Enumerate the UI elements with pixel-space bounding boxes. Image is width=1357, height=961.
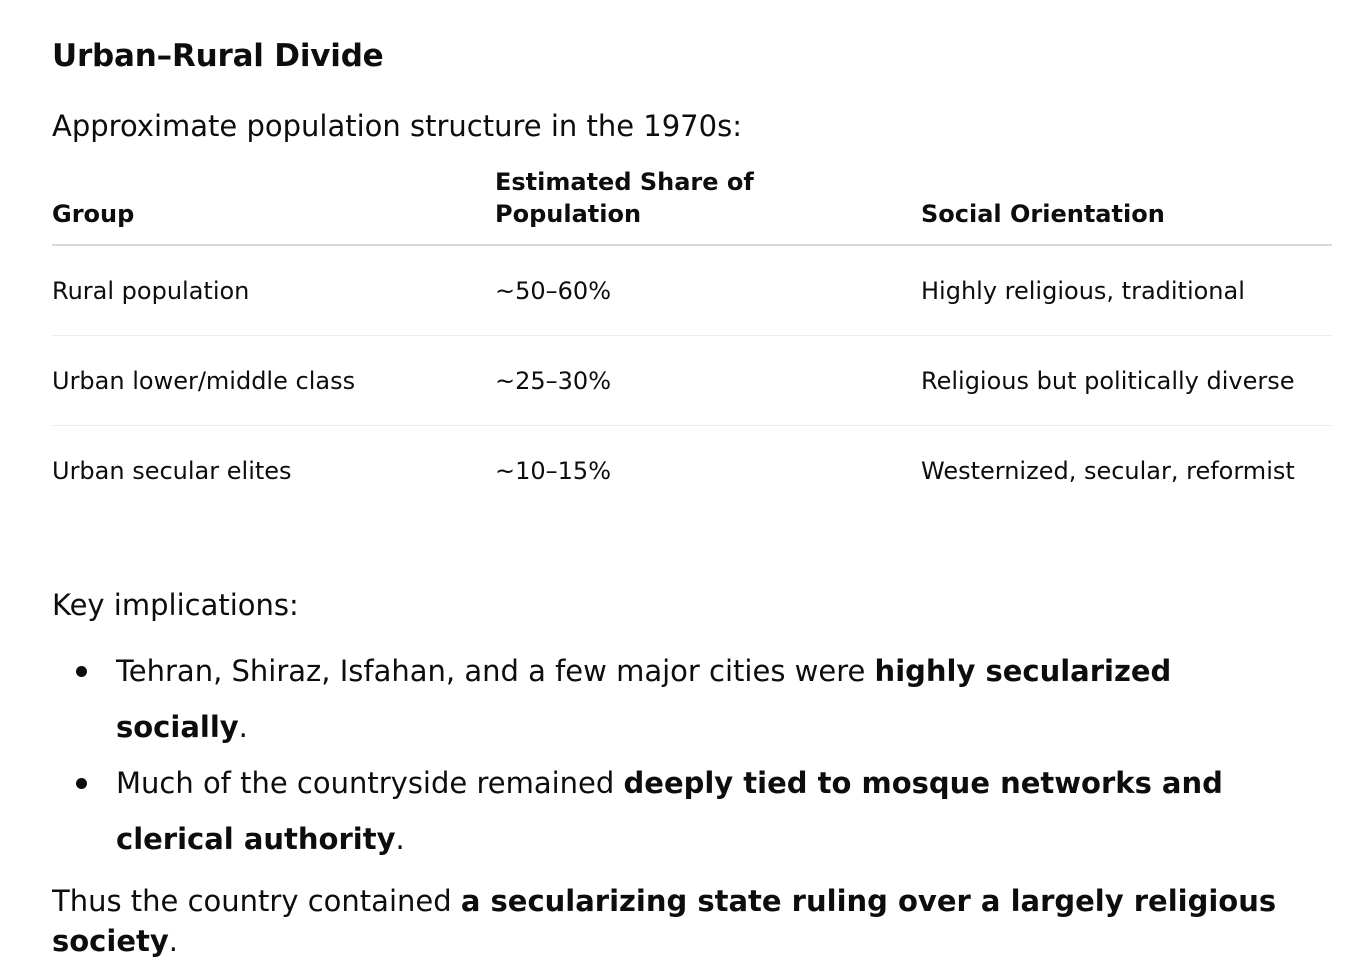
list-item: Much of the countryside remained deeply … bbox=[52, 755, 1276, 867]
table-header-row: Group Estimated Share of Population Soci… bbox=[52, 166, 1332, 246]
cell-group: Urban secular elites bbox=[52, 456, 292, 485]
cell-orientation: Religious but politically diverse bbox=[921, 335, 1332, 426]
cell-group: Rural population bbox=[52, 245, 495, 336]
cell-orientation: Highly religious, traditional bbox=[921, 245, 1332, 336]
column-header-group: Group bbox=[52, 166, 495, 246]
summary-suffix: . bbox=[168, 924, 178, 958]
table-row: Rural population ~50–60% Highly religiou… bbox=[52, 245, 1332, 336]
summary-text: Thus the country contained a secularizin… bbox=[52, 881, 1332, 961]
cell-share: ~10–15% bbox=[495, 456, 611, 485]
table-row: Urban lower/middle class ~25–30% Religio… bbox=[52, 335, 1332, 426]
cell-group: Urban lower/middle class bbox=[52, 335, 495, 426]
cell-share: ~25–30% bbox=[495, 335, 921, 426]
intro-text: Approximate population structure in the … bbox=[52, 109, 742, 143]
section-heading: Urban–Rural Divide bbox=[52, 38, 384, 74]
bullet-icon bbox=[76, 778, 87, 789]
column-header-share: Estimated Share of Population bbox=[495, 166, 921, 246]
implication-suffix: . bbox=[238, 710, 248, 744]
summary-prefix: Thus the country contained bbox=[52, 884, 461, 918]
list-item: Tehran, Shiraz, Isfahan, and a few major… bbox=[52, 643, 1276, 755]
implication-text: Tehran, Shiraz, Isfahan, and a few major… bbox=[116, 654, 875, 688]
cell-orientation: Westernized, secular, reformist bbox=[921, 456, 1295, 485]
implication-emphasis: highly secularized socially bbox=[116, 654, 1172, 744]
bullet-icon bbox=[76, 666, 87, 677]
implication-text: Much of the countryside remained bbox=[116, 766, 624, 800]
cell-share: ~50–60% bbox=[495, 245, 921, 336]
implications-label: Key implications: bbox=[52, 588, 299, 622]
implication-suffix: . bbox=[395, 822, 405, 856]
column-header-orientation: Social Orientation bbox=[921, 166, 1332, 246]
population-table: Group Estimated Share of Population Soci… bbox=[52, 166, 1332, 515]
table-row: Urban secular elites ~10–15% Westernized… bbox=[52, 426, 1332, 516]
implications-list: Tehran, Shiraz, Isfahan, and a few major… bbox=[52, 643, 1332, 867]
column-header-share-label: Estimated Share of Population bbox=[495, 168, 754, 228]
implication-emphasis: deeply tied to mosque networks and cleri… bbox=[116, 766, 1223, 856]
